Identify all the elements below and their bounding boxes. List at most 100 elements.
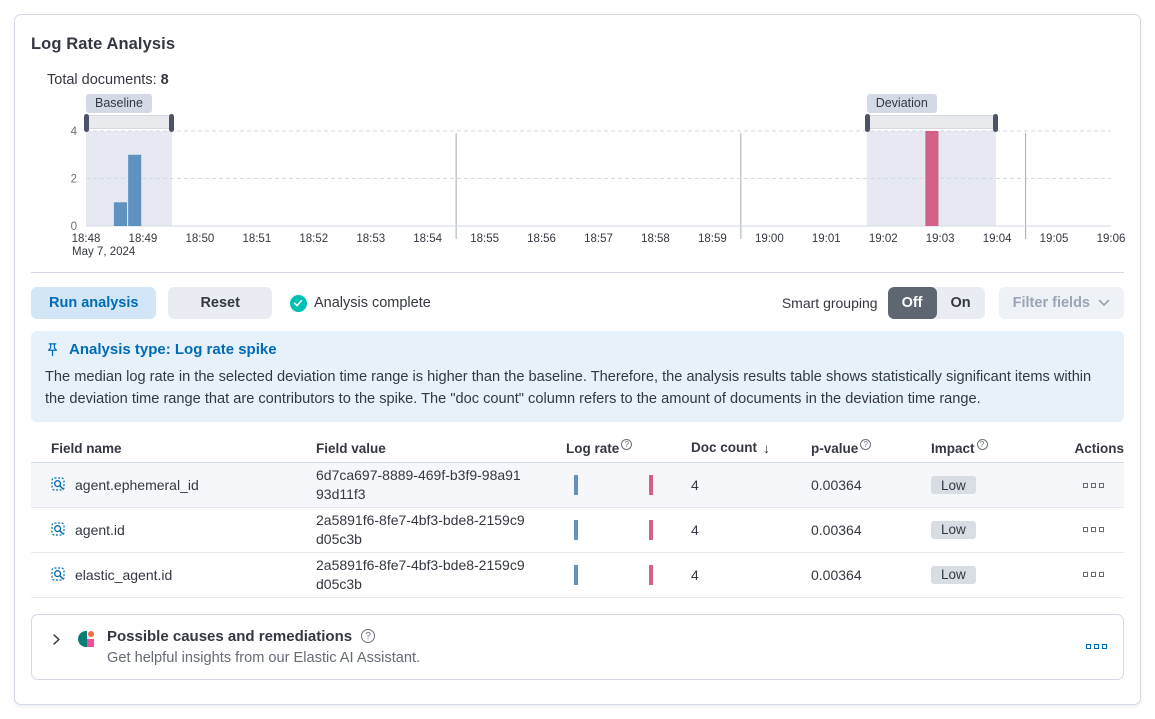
field-search-icon[interactable] bbox=[51, 567, 67, 583]
question-circle-icon[interactable]: ? bbox=[860, 438, 872, 450]
controls-bar: Run analysis Reset Analysis complete Sma… bbox=[31, 287, 1124, 319]
x-axis-tick-label: 18:53 bbox=[356, 233, 385, 245]
histogram-plot: 0 2 4 18:48 18:49 18:50 18:51 18:52 18:53 18:54 18… bbox=[71, 126, 1126, 258]
log-rate-cell bbox=[566, 473, 691, 497]
field-name-value: agent.id bbox=[75, 521, 125, 538]
question-circle-icon[interactable]: ? bbox=[621, 438, 633, 450]
x-axis-tick-label: 18:59 bbox=[698, 233, 727, 245]
analysis-status-label: Analysis complete bbox=[313, 295, 431, 311]
column-label: Impact bbox=[931, 440, 975, 456]
ai-panel-actions-icon[interactable] bbox=[1086, 644, 1107, 650]
y-axis-tick-label: 4 bbox=[71, 126, 78, 138]
check-circle-icon bbox=[289, 294, 307, 312]
boxes-horizontal-icon[interactable] bbox=[1083, 572, 1104, 578]
actions-cell bbox=[1061, 572, 1124, 578]
p-value-cell: 0.00364 bbox=[811, 477, 862, 494]
question-circle-icon[interactable]: ? bbox=[361, 629, 376, 644]
log-rate-mini-chart bbox=[566, 518, 666, 542]
baseline-brush-left-handle[interactable] bbox=[84, 114, 89, 132]
x-axis-tick-label: 19:04 bbox=[983, 233, 1012, 245]
column-header-impact: Impact? bbox=[931, 437, 1061, 462]
boxes-horizontal-icon[interactable] bbox=[1083, 482, 1104, 488]
field-search-icon[interactable] bbox=[51, 477, 67, 493]
analysis-results-table: Field name Field value Log rate? Doc count ↓… bbox=[31, 436, 1124, 598]
ai-panel-subtitle: Get helpful insights from our Elastic AI… bbox=[107, 649, 421, 666]
impact-cell: Low bbox=[931, 476, 1061, 495]
pin-icon bbox=[47, 342, 58, 356]
field-value-text: 2a5891f6-8fe7-4bf3-bde8-2159c9d05c3b bbox=[316, 511, 525, 547]
filter-fields-button[interactable]: Filter fields bbox=[998, 287, 1124, 319]
column-label: Log rate bbox=[566, 440, 620, 456]
run-analysis-button[interactable]: Run analysis bbox=[31, 287, 157, 319]
deviation-doc-count-bar bbox=[925, 131, 939, 226]
smart-grouping-on-button[interactable]: On bbox=[937, 287, 985, 319]
mini-baseline-bar bbox=[574, 519, 578, 540]
field-name-cell: agent.id bbox=[31, 522, 316, 538]
actions-cell bbox=[1061, 527, 1124, 533]
field-name-value: elastic_agent.id bbox=[75, 566, 173, 583]
sort-desc-icon[interactable]: ↓ bbox=[763, 440, 770, 457]
mini-deviation-bar bbox=[649, 564, 653, 585]
document-count-chart: 0 2 4 18:48 18:49 18:50 18:51 18:52 18:53 18:54 18… bbox=[31, 90, 1126, 268]
field-value-text: 6d7ca697-8889-469f-b3f9-98a9193d11f3 bbox=[316, 467, 521, 503]
log-rate-cell bbox=[566, 563, 691, 587]
doc-count-cell: 4 bbox=[691, 477, 699, 494]
log-rate-mini-chart bbox=[566, 473, 666, 497]
x-axis-tick-label: 19:02 bbox=[869, 233, 898, 245]
x-axis-tick-label: 19:05 bbox=[1040, 233, 1069, 245]
analysis-status: Analysis complete bbox=[289, 294, 431, 312]
total-documents-label: Total documents: bbox=[47, 72, 157, 88]
column-header-field-name: Field name bbox=[31, 437, 316, 462]
column-header-log-rate: Log rate? bbox=[566, 437, 691, 462]
y-axis-tick-label: 2 bbox=[71, 174, 77, 186]
ai-panel-title: Possible causes and remediations bbox=[107, 627, 353, 645]
baseline-doc-count-bar bbox=[113, 202, 127, 226]
column-label: Field name bbox=[51, 440, 122, 456]
column-label: Field value bbox=[316, 440, 386, 456]
impact-badge: Low bbox=[931, 476, 976, 495]
baseline-badge: Baseline bbox=[86, 94, 152, 113]
table-body: agent.ephemeral_id 6d7ca697-8889-469f-b3f… bbox=[31, 463, 1124, 598]
chevron-right-icon[interactable] bbox=[48, 631, 65, 651]
column-header-p-value: p-value? bbox=[811, 437, 931, 462]
p-value-cell: 0.00364 bbox=[811, 566, 862, 583]
mini-deviation-bar bbox=[649, 519, 653, 540]
analysis-type-callout: Analysis type: Log rate spike The median… bbox=[31, 331, 1124, 423]
table-header-row: Field name Field value Log rate? Doc count ↓… bbox=[31, 436, 1124, 464]
smart-grouping-toggle: Off On bbox=[887, 287, 985, 319]
callout-body: The median log rate in the selected devi… bbox=[45, 369, 1092, 407]
reset-button[interactable]: Reset bbox=[168, 287, 272, 319]
smart-grouping-off-button[interactable]: Off bbox=[887, 287, 937, 319]
deviation-badge: Deviation bbox=[866, 94, 937, 113]
impact-badge: Low bbox=[931, 520, 976, 539]
ai-assistant-logo bbox=[78, 630, 94, 647]
table-row: agent.ephemeral_id 6d7ca697-8889-469f-b3f… bbox=[31, 463, 1124, 508]
mini-baseline-bar bbox=[574, 564, 578, 585]
table-row: agent.id 2a5891f6-8fe7-4bf3-bde8-2159c9d0… bbox=[31, 508, 1124, 553]
column-header-doc-count[interactable]: Doc count ↓ bbox=[691, 436, 811, 462]
x-axis-tick-label: 18:52 bbox=[299, 233, 328, 245]
smart-grouping-label: Smart grouping bbox=[781, 295, 878, 311]
field-name-value: agent.ephemeral_id bbox=[75, 477, 199, 494]
x-axis-tick-label: 18:58 bbox=[641, 233, 670, 245]
log-rate-mini-chart bbox=[566, 563, 666, 587]
x-axis-date-label: May 7, 2024 bbox=[72, 246, 136, 258]
field-value-cell: 2a5891f6-8fe7-4bf3-bde8-2159c9d05c3b bbox=[316, 553, 566, 597]
x-axis-tick-label: 18:51 bbox=[242, 233, 271, 245]
x-axis-tick-label: 19:06 bbox=[1097, 233, 1126, 245]
question-circle-icon[interactable]: ? bbox=[976, 438, 988, 450]
deviation-brush[interactable] bbox=[864, 114, 998, 132]
field-name-cell: elastic_agent.id bbox=[31, 567, 316, 583]
deviation-brush-left-handle[interactable] bbox=[864, 114, 870, 132]
boxes-horizontal-icon[interactable] bbox=[1083, 527, 1104, 533]
field-search-icon[interactable] bbox=[51, 522, 67, 538]
column-label: p-value bbox=[811, 440, 859, 456]
x-axis-tick-label: 19:01 bbox=[812, 233, 841, 245]
table-row: elastic_agent.id 2a5891f6-8fe7-4bf3-bde8-… bbox=[31, 553, 1124, 598]
baseline-brush[interactable] bbox=[84, 114, 174, 132]
ai-assistant-panel[interactable]: Possible causes and remediations ? Get h… bbox=[31, 613, 1124, 680]
baseline-brush-right-handle[interactable] bbox=[168, 114, 174, 132]
deviation-brush-right-handle[interactable] bbox=[992, 114, 998, 132]
filter-fields-label: Filter fields bbox=[1012, 295, 1090, 311]
log-rate-analysis-panel: Log Rate Analysis Total documents: 8 0 2 4… bbox=[14, 14, 1141, 705]
